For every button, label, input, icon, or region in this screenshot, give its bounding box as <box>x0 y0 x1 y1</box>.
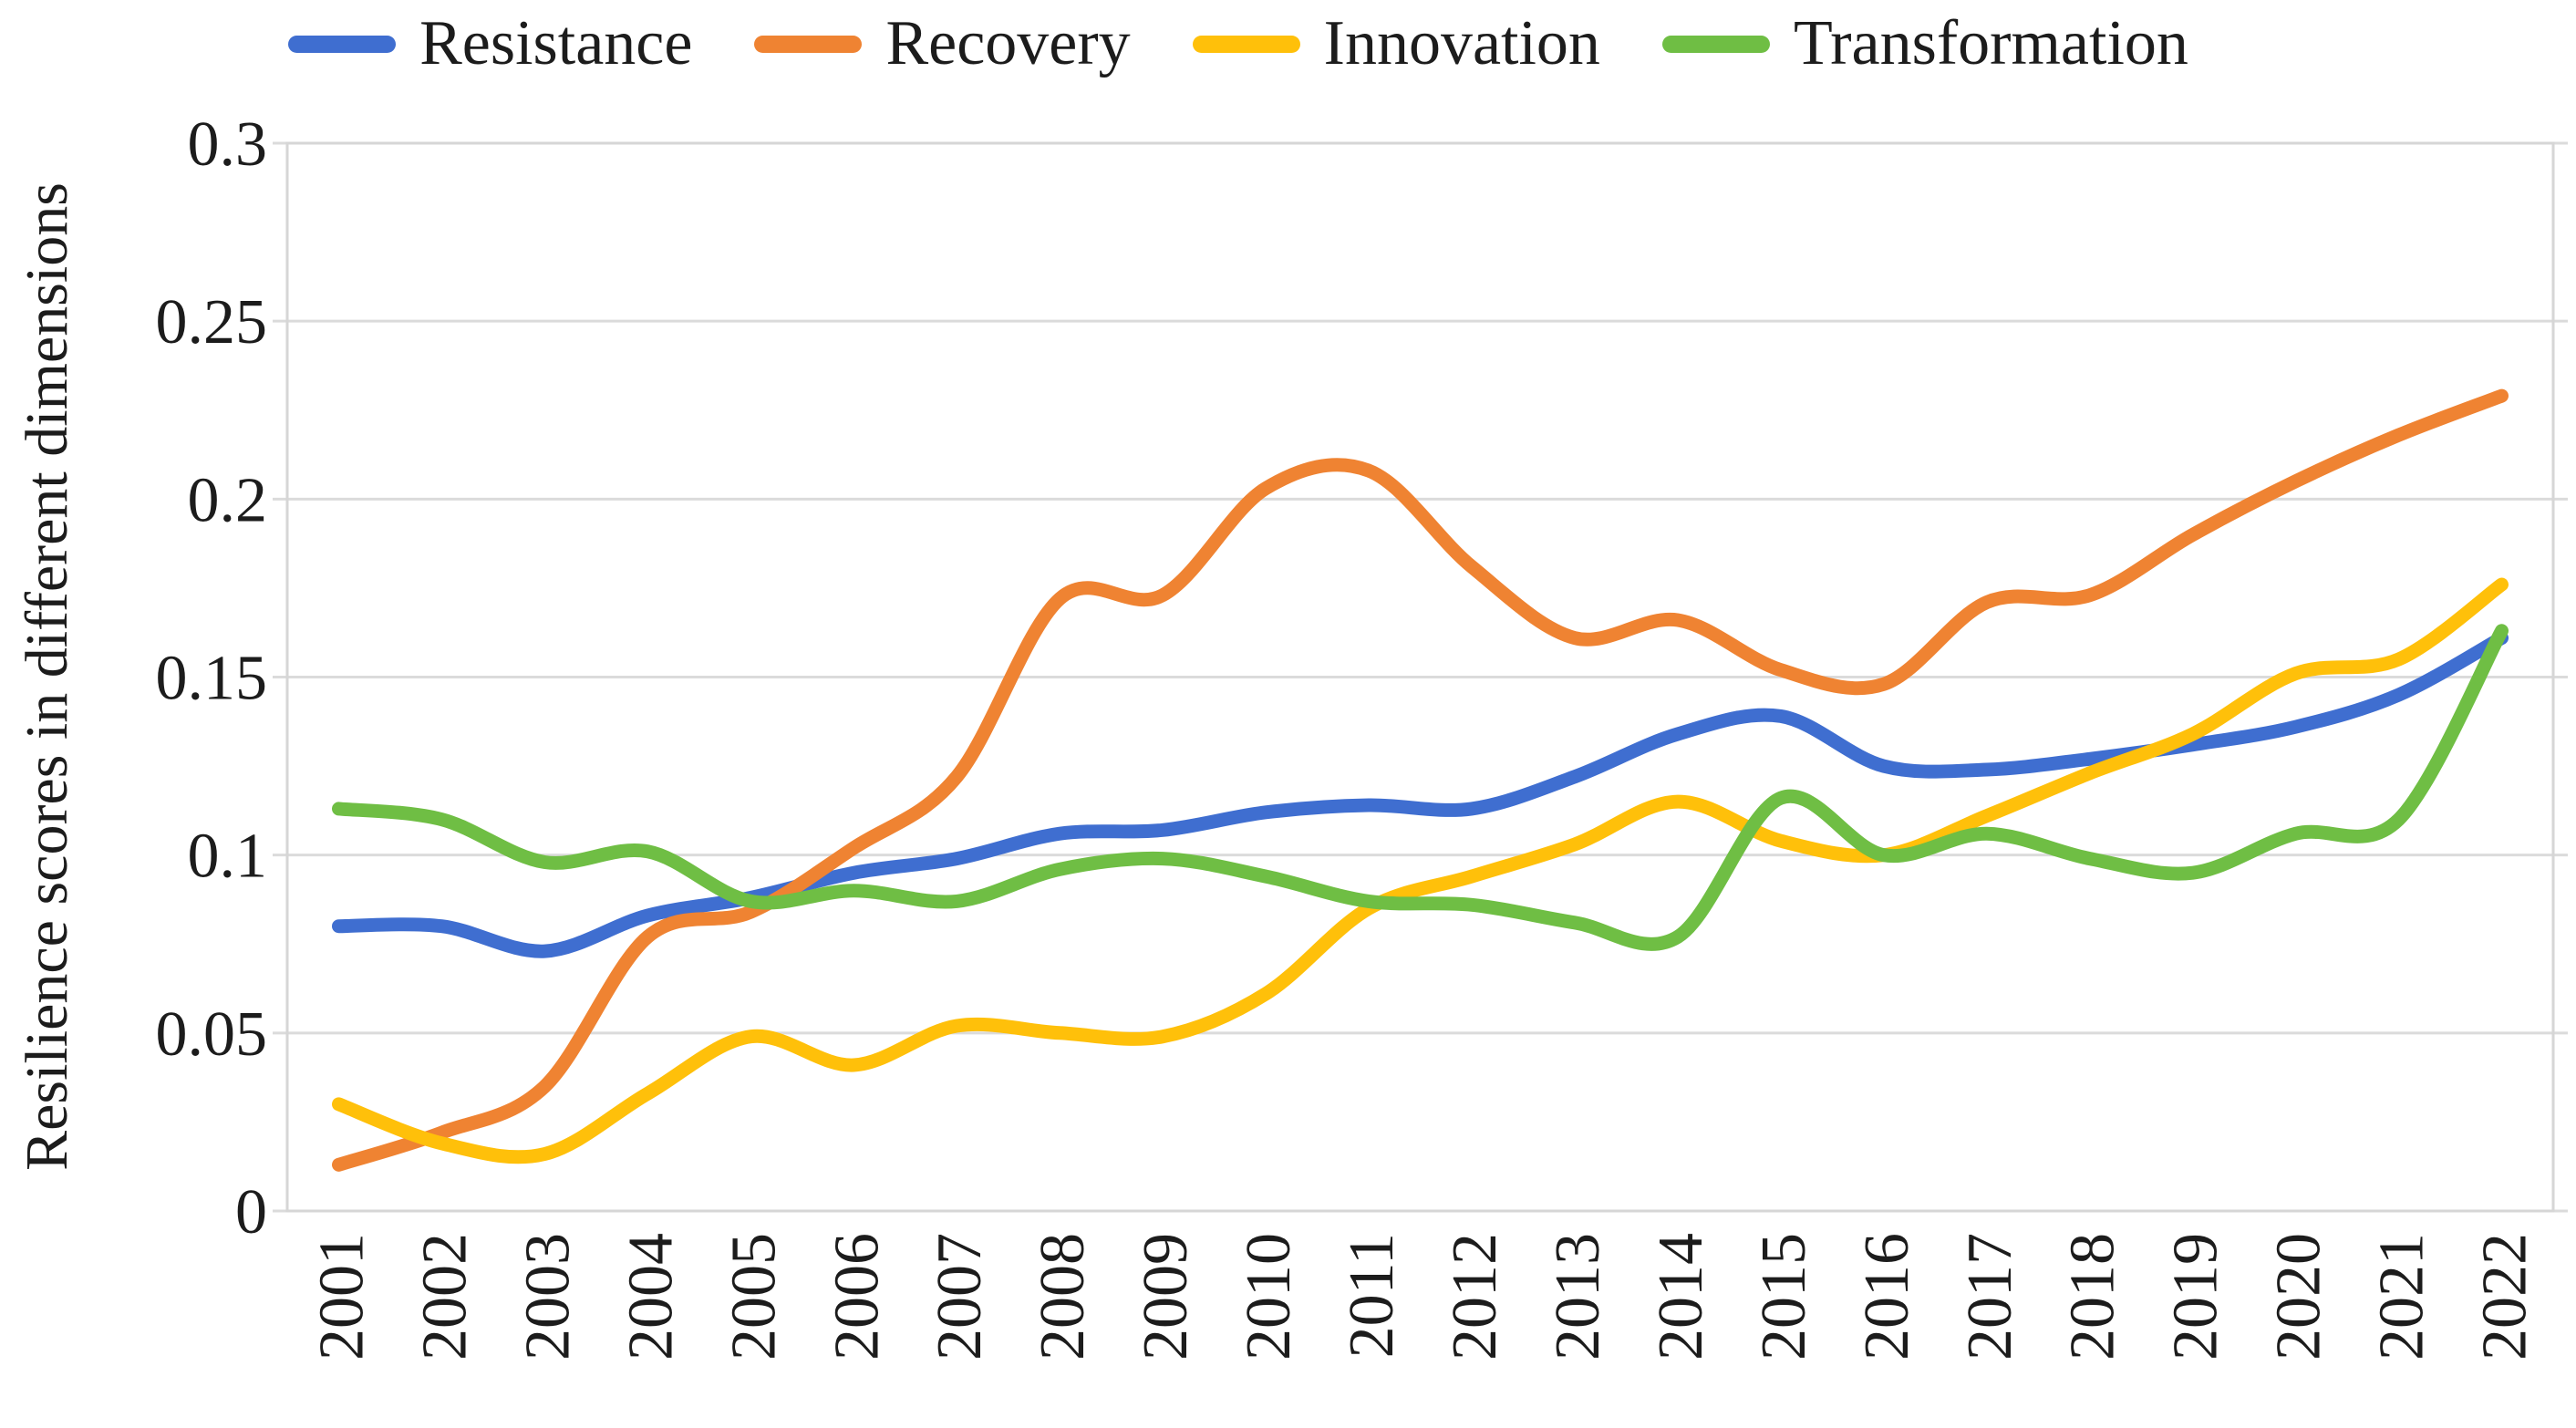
x-tick-label-2009: 2009 <box>1131 1233 1201 1361</box>
series-line-transformation <box>332 624 2509 951</box>
legend-item-transformation: Transformation <box>1661 8 2188 78</box>
x-tick-label-2020: 2020 <box>2264 1233 2334 1361</box>
gridlines <box>273 141 2568 1213</box>
y-tick-label-0.1: 0.1 <box>188 822 268 892</box>
legend-item-recovery: Recovery <box>754 8 1131 78</box>
x-tick-label-2018: 2018 <box>2058 1233 2128 1361</box>
x-tick-label-2005: 2005 <box>719 1233 789 1361</box>
series-lines <box>332 388 2509 1172</box>
legend-label: Recovery <box>885 8 1131 78</box>
x-tick-label-2014: 2014 <box>1646 1233 1716 1361</box>
x-tick-label-2001: 2001 <box>306 1233 377 1361</box>
series-line-innovation <box>332 577 2509 1164</box>
legend-swatch-resistance <box>288 35 397 53</box>
legend-swatch-recovery <box>754 35 863 53</box>
x-tick-label-2006: 2006 <box>822 1233 892 1361</box>
x-tick-label-2002: 2002 <box>409 1233 480 1361</box>
x-tick-label-2021: 2021 <box>2367 1233 2437 1361</box>
legend-swatch-innovation <box>1192 35 1300 53</box>
y-tick-label-0.3: 0.3 <box>188 109 268 180</box>
x-tick-label-2007: 2007 <box>925 1233 995 1361</box>
x-tick-label-2019: 2019 <box>2161 1233 2231 1361</box>
x-tick-labels: 2001 2002 2003 2004 2005 2006 2007 2008 2009 2010… <box>306 1233 2540 1361</box>
series-line-recovery <box>332 388 2509 1172</box>
legend-label: Innovation <box>1323 8 1600 78</box>
x-tick-label-2016: 2016 <box>1852 1233 1922 1361</box>
y-tick-label-0: 0 <box>235 1177 267 1247</box>
y-tick-label-0.25: 0.25 <box>156 287 268 357</box>
legend-label: Resistance <box>419 8 693 78</box>
x-tick-label-2022: 2022 <box>2470 1233 2540 1361</box>
x-tick-label-2004: 2004 <box>616 1233 686 1361</box>
x-tick-label-2017: 2017 <box>1955 1233 2025 1361</box>
legend-item-innovation: Innovation <box>1192 8 1600 78</box>
x-tick-label-2012: 2012 <box>1440 1233 1510 1361</box>
y-tick-labels: 0 0.05 0.1 0.15 0.2 0.25 0.3 <box>156 109 268 1247</box>
x-tick-label-2015: 2015 <box>1749 1233 1819 1361</box>
x-tick-label-2013: 2013 <box>1543 1233 1613 1361</box>
plot-frame <box>285 141 2555 1213</box>
legend-swatch-transformation <box>1661 35 1770 53</box>
y-tick-label-0.15: 0.15 <box>156 644 268 714</box>
legend-label: Transformation <box>1793 8 2188 78</box>
legend-item-resistance: Resistance <box>288 12 692 76</box>
x-tick-label-2003: 2003 <box>512 1233 583 1361</box>
y-tick-label-0.05: 0.05 <box>156 999 268 1070</box>
y-tick-label-0.2: 0.2 <box>188 465 268 535</box>
x-tick-label-2008: 2008 <box>1028 1233 1098 1361</box>
legend: Resistance Recovery Innovation Transformati… <box>0 5 2517 82</box>
x-tick-label-2010: 2010 <box>1234 1233 1304 1361</box>
x-tick-label-2011: 2011 <box>1337 1233 1407 1358</box>
